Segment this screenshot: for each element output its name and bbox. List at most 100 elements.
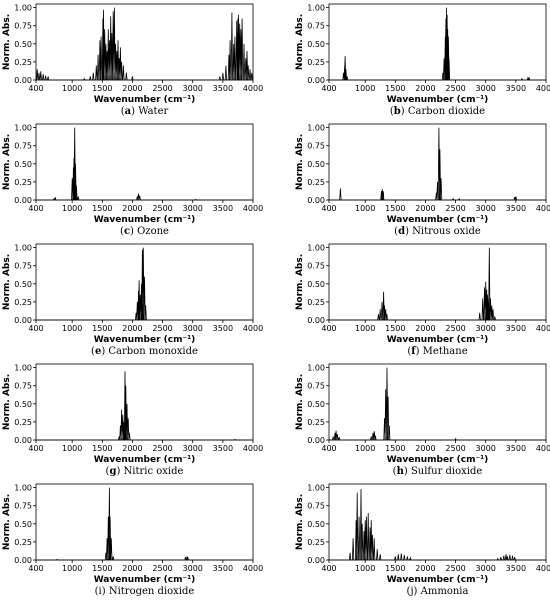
x-tick-label: 2500 (445, 204, 465, 213)
y-tick-label: 1.00 (307, 484, 325, 493)
x-tick-label: 2000 (122, 564, 142, 573)
y-tick-label: 0.50 (307, 520, 325, 529)
y-tick-label: 0.50 (307, 280, 325, 289)
y-tick-label: 1.00 (307, 4, 325, 13)
x-tick-label: 3500 (506, 444, 526, 453)
axes-frame (35, 363, 254, 441)
y-tick-label: 0.00 (14, 316, 32, 325)
spectrum-line (329, 127, 546, 201)
y-tick-label: 1.00 (307, 244, 325, 253)
x-tick-label: 400 (321, 324, 336, 333)
x-tick-label: 4000 (536, 84, 550, 93)
spectrum-line (329, 489, 546, 561)
x-tick-label: 2500 (445, 324, 465, 333)
axes-frame (328, 243, 547, 321)
panel-caption: (i) Nitrogen dioxide (95, 586, 195, 597)
x-tick-label: 2500 (152, 324, 172, 333)
panel-caption: (b) Carbon dioxide (390, 106, 485, 117)
x-tick-label: 3000 (183, 564, 203, 573)
spectrum-line (329, 367, 546, 441)
y-tick-label: 1.00 (14, 484, 32, 493)
y-tick-label: 0.75 (307, 502, 325, 511)
x-tick-label: 400 (321, 204, 336, 213)
x-axis-label: Wavenumber (cm⁻¹) (387, 215, 489, 225)
y-tick-label: 0.00 (14, 76, 32, 85)
y-axis-label: Norm. Abs. (295, 14, 305, 70)
spectrum-panel-3: 400 1000 1500 2000 2500 3000 3500 4000 0.00 0.25 0… (2, 123, 263, 237)
x-axis-label: Wavenumber (cm⁻¹) (387, 455, 489, 465)
y-tick-label: 0.75 (307, 142, 325, 151)
x-tick-label: 400 (28, 444, 43, 453)
y-tick-label: 0.00 (307, 436, 325, 445)
spectrum-panel-7: 400 1000 1500 2000 2500 3000 3500 4000 0.00 0.25 0… (2, 363, 263, 477)
spectrum-panel-6: 400 1000 1500 2000 2500 3000 3500 4000 0.00 0.25 0… (295, 243, 550, 357)
x-tick-label: 2000 (122, 444, 142, 453)
x-tick-label: 400 (321, 84, 336, 93)
panel-caption: (e) Carbon monoxide (91, 346, 198, 357)
panel-caption: (d) Nitrous oxide (394, 226, 481, 237)
axes-frame (328, 3, 547, 81)
x-tick-label: 2000 (122, 84, 142, 93)
x-tick-label: 2500 (152, 204, 172, 213)
x-tick-label: 3500 (213, 564, 233, 573)
x-tick-label: 3000 (183, 324, 203, 333)
y-tick-label: 1.00 (307, 364, 325, 373)
y-tick-label: 1.00 (14, 124, 32, 133)
x-tick-label: 400 (28, 84, 43, 93)
x-tick-label: 3000 (183, 204, 203, 213)
spectrum-panel-5: 400 1000 1500 2000 2500 3000 3500 4000 0.00 0.25 0… (2, 243, 263, 357)
y-tick-label: 1.00 (307, 124, 325, 133)
y-tick-label: 0.50 (14, 40, 32, 49)
x-tick-label: 2500 (445, 564, 465, 573)
x-tick-label: 400 (321, 444, 336, 453)
x-tick-label: 3500 (213, 444, 233, 453)
x-tick-label: 1000 (62, 324, 82, 333)
spectrum-line (36, 371, 253, 441)
x-tick-label: 1000 (355, 84, 375, 93)
y-tick-label: 0.75 (307, 22, 325, 31)
y-tick-label: 0.50 (307, 40, 325, 49)
spectrum-line (36, 247, 253, 321)
y-axis-label: Norm. Abs. (295, 494, 305, 550)
x-tick-label: 2000 (415, 324, 435, 333)
spectrum-panel-8: 400 1000 1500 2000 2500 3000 3500 4000 0.00 0.25 0… (295, 363, 550, 477)
x-tick-label: 1500 (92, 444, 112, 453)
x-tick-label: 1000 (355, 324, 375, 333)
x-tick-label: 4000 (536, 564, 550, 573)
x-axis-label: Wavenumber (cm⁻¹) (387, 335, 489, 345)
x-tick-label: 2500 (445, 84, 465, 93)
x-tick-label: 4000 (243, 444, 263, 453)
y-axis-label: Norm. Abs. (295, 374, 305, 430)
y-axis-label: Norm. Abs. (2, 374, 12, 430)
x-tick-label: 1500 (385, 324, 405, 333)
y-tick-label: 0.75 (14, 502, 32, 511)
y-tick-label: 0.00 (14, 556, 32, 565)
y-tick-label: 0.25 (307, 58, 325, 67)
y-tick-label: 0.50 (14, 160, 32, 169)
y-tick-label: 0.75 (14, 262, 32, 271)
x-tick-label: 1500 (92, 324, 112, 333)
x-tick-label: 2000 (122, 204, 142, 213)
y-tick-label: 0.00 (307, 316, 325, 325)
y-tick-label: 0.25 (14, 298, 32, 307)
y-axis-label: Norm. Abs. (2, 494, 12, 550)
x-tick-label: 1500 (385, 444, 405, 453)
x-tick-label: 400 (28, 324, 43, 333)
x-tick-label: 4000 (243, 564, 263, 573)
x-tick-label: 1500 (385, 204, 405, 213)
spectrum-line (329, 247, 546, 321)
x-axis-label: Wavenumber (cm⁻¹) (94, 215, 196, 225)
panel-caption: (a) Water (121, 106, 169, 117)
x-tick-label: 3000 (476, 84, 496, 93)
x-tick-label: 3500 (506, 564, 526, 573)
y-tick-label: 0.25 (14, 178, 32, 187)
x-tick-label: 2000 (415, 564, 435, 573)
x-tick-label: 4000 (243, 84, 263, 93)
y-tick-label: 0.00 (14, 436, 32, 445)
panel-caption: (j) Ammonia (407, 586, 469, 597)
y-tick-label: 0.50 (307, 160, 325, 169)
x-tick-label: 2500 (152, 84, 172, 93)
y-tick-label: 1.00 (14, 4, 32, 13)
y-tick-label: 0.75 (307, 382, 325, 391)
